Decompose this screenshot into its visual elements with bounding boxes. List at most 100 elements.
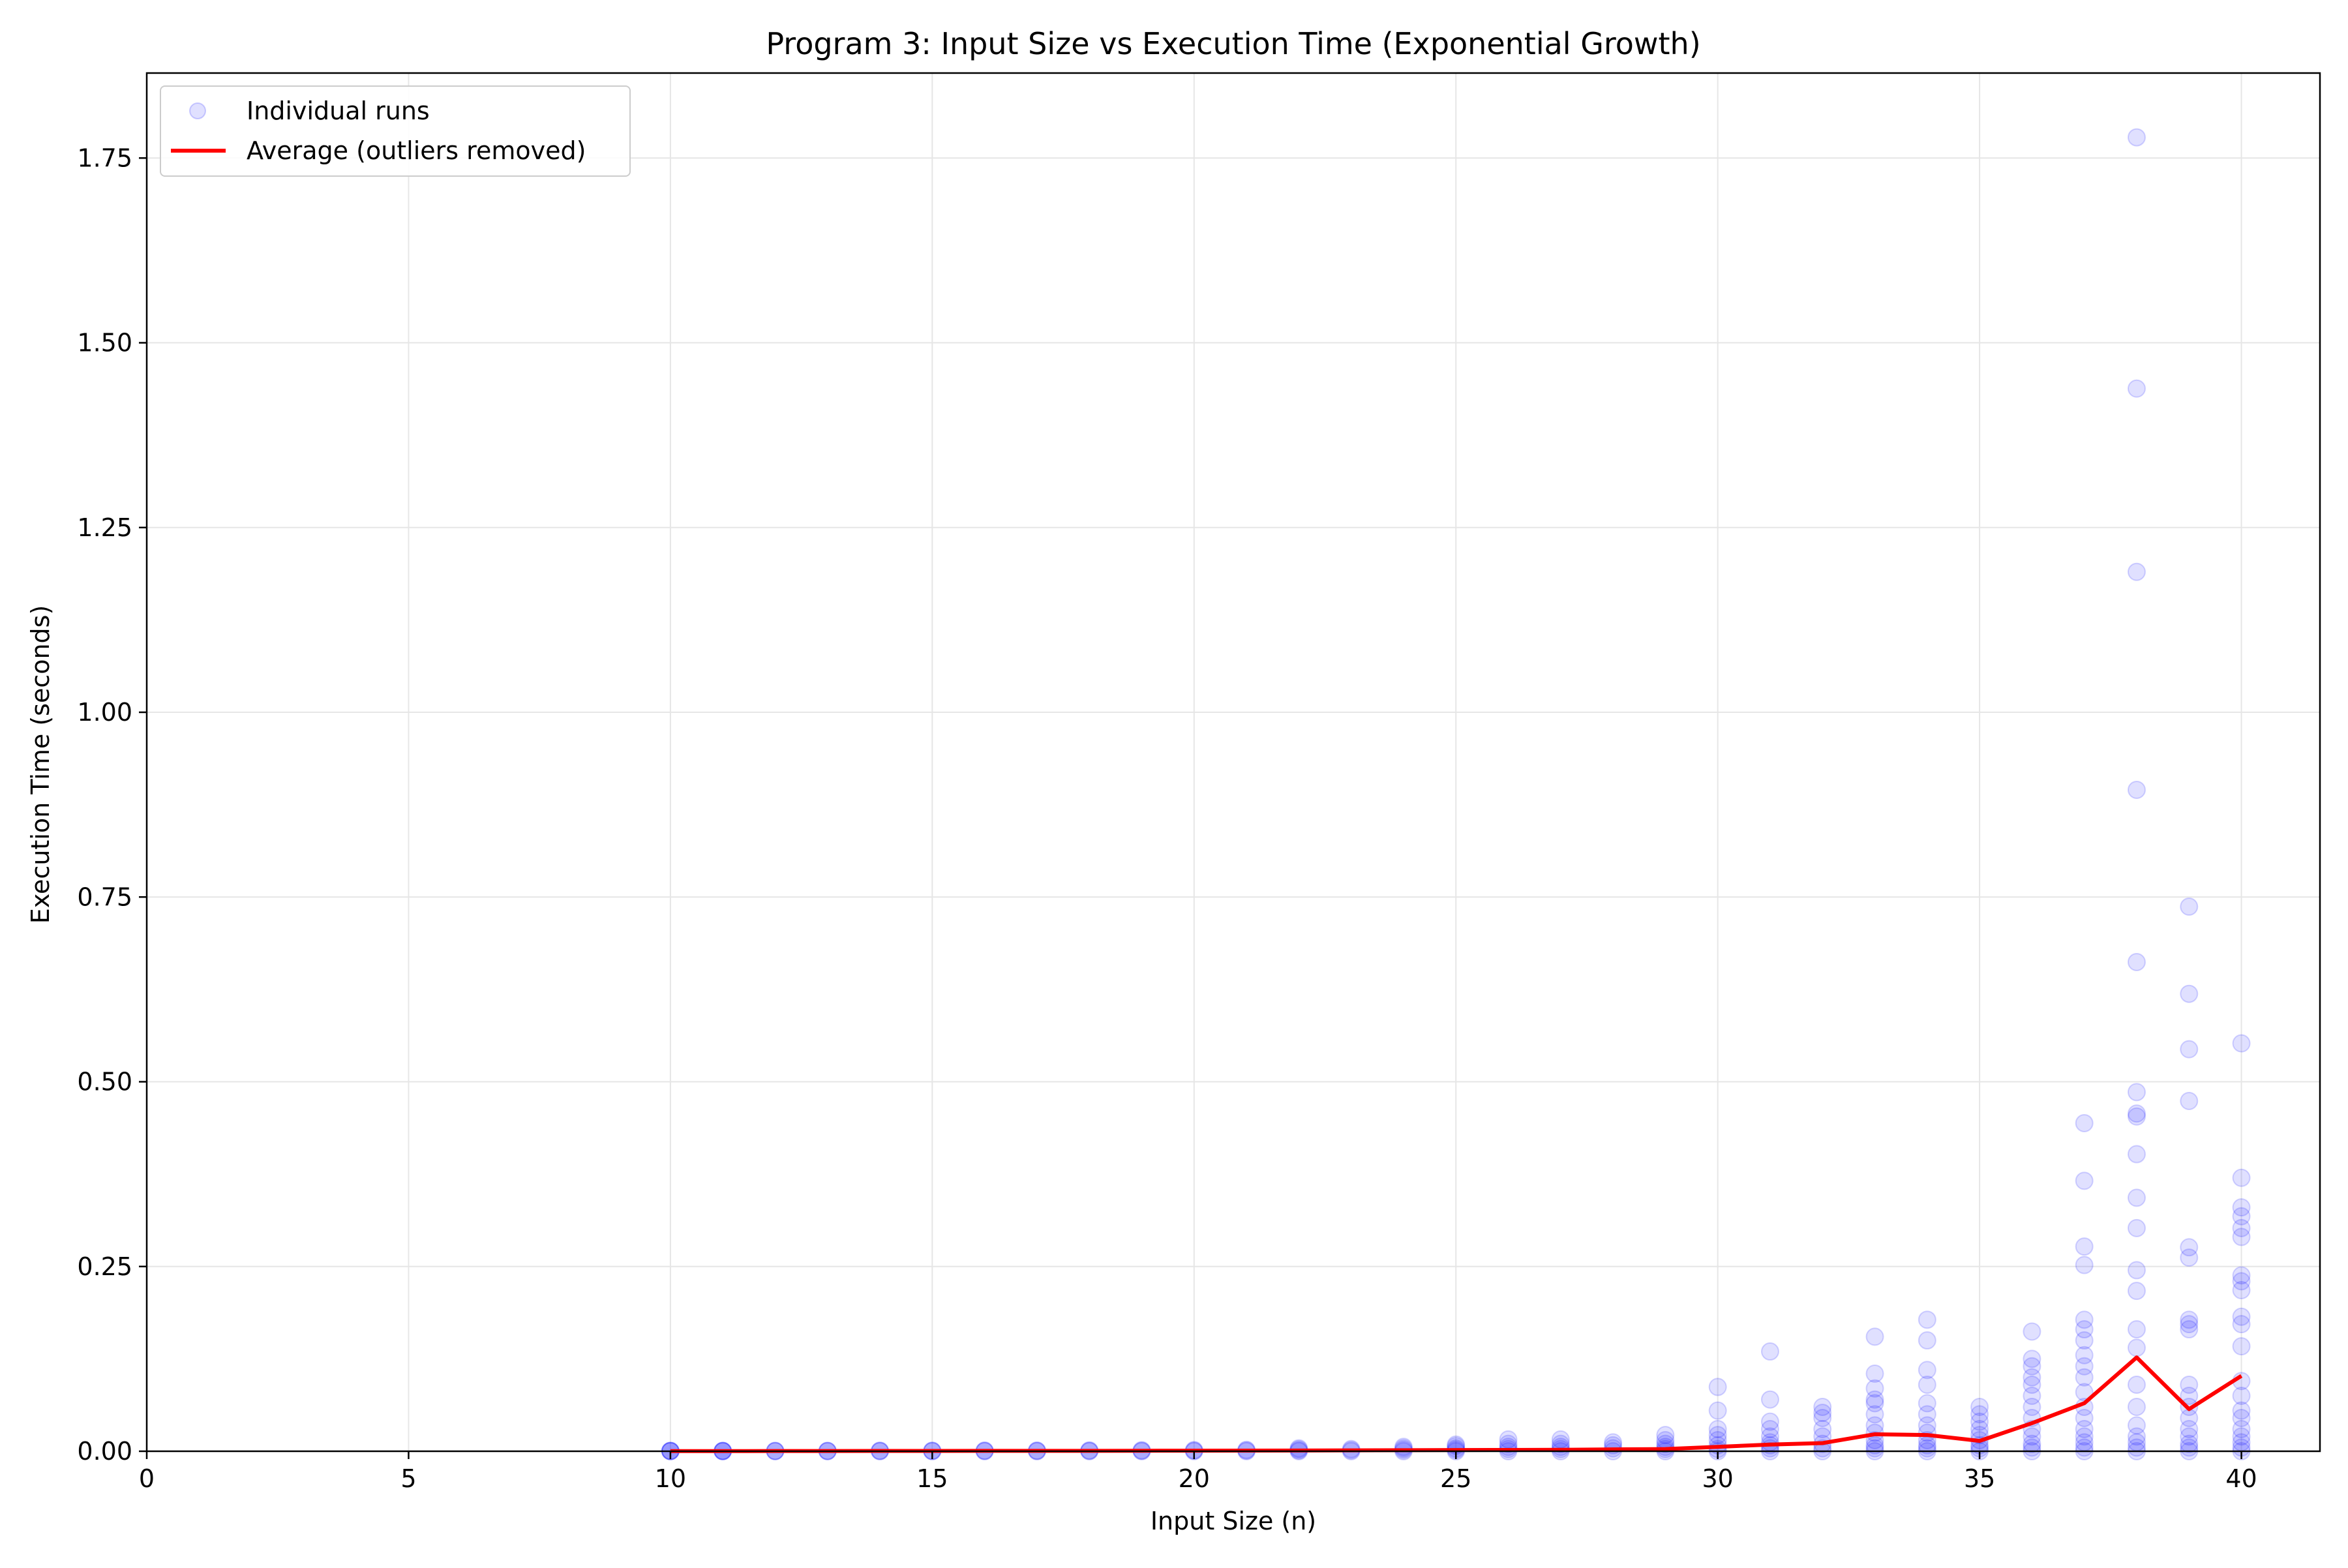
scatter-point — [2127, 1320, 2146, 1339]
scatter-point — [2075, 1383, 2094, 1402]
y-tick-label: 0.50 — [77, 1068, 132, 1096]
y-axis-label: Execution Time (seconds) — [26, 605, 55, 924]
scatter-point — [2232, 1266, 2251, 1285]
scatter-point — [1865, 1394, 1884, 1413]
scatter-point — [2232, 1198, 2251, 1217]
scatter-point — [1865, 1364, 1884, 1383]
scatter-point — [1708, 1378, 1727, 1396]
x-tick-label: 5 — [400, 1464, 416, 1493]
y-tick-label: 1.00 — [77, 698, 132, 727]
scatter-point — [1394, 1438, 1413, 1456]
scatter-point — [1656, 1426, 1675, 1445]
scatter-point — [1918, 1394, 1936, 1413]
scatter-point — [2023, 1387, 2041, 1406]
scatter-point — [2075, 1357, 2094, 1376]
scatter-point — [2023, 1398, 2041, 1417]
x-axis-label: Input Size (n) — [1151, 1507, 1316, 1535]
scatter-point — [1865, 1379, 1884, 1398]
scatter-point — [2232, 1034, 2251, 1053]
scatter-point — [1970, 1412, 1989, 1431]
scatter-point — [2232, 1281, 2251, 1300]
scatter-point — [2180, 1315, 2199, 1334]
scatter-point — [1918, 1405, 1936, 1424]
scatter-point — [2075, 1346, 2094, 1364]
scatter-point — [1865, 1390, 1884, 1409]
scatter-point — [2180, 1427, 2199, 1446]
scatter-point — [2180, 1320, 2199, 1339]
scatter-point — [2127, 1188, 2146, 1207]
scatter-point — [1813, 1398, 1832, 1417]
scatter-point — [2180, 1040, 2199, 1059]
plot-frame — [145, 72, 2321, 1453]
scatter-point — [1551, 1430, 1570, 1449]
scatter-point — [2232, 1272, 2251, 1291]
scatter-point — [2127, 1261, 2146, 1280]
scatter-point — [1499, 1430, 1518, 1449]
scatter-point — [1918, 1376, 1936, 1395]
scatter-point — [2180, 1248, 2199, 1267]
scatter-point — [2127, 1427, 2146, 1446]
scatter-point — [2075, 1420, 2094, 1439]
scatter-point — [2232, 1218, 2251, 1237]
scatter-point — [2127, 1083, 2146, 1102]
scatter-point — [2023, 1434, 2041, 1453]
y-tick-label: 1.50 — [77, 329, 132, 357]
scatter-point — [2023, 1349, 2041, 1368]
scatter-point — [2180, 1376, 2199, 1395]
scatter-point — [2127, 1376, 2146, 1395]
scatter-point — [1708, 1426, 1727, 1445]
scatter-point — [1918, 1439, 1936, 1458]
y-tick-label: 0.75 — [77, 882, 132, 911]
scatter-point — [2180, 1310, 2199, 1329]
scatter-point — [2232, 1207, 2251, 1226]
x-tick-label: 40 — [2225, 1464, 2257, 1493]
scatter-point — [1865, 1405, 1884, 1424]
scatter-point — [2127, 562, 2146, 581]
scatter-point — [2023, 1427, 2041, 1446]
legend-label-average: Average (outliers removed) — [247, 136, 586, 165]
scatter-point — [2127, 1338, 2146, 1357]
scatter-point — [1918, 1310, 1936, 1329]
grid-lines — [146, 73, 2320, 1452]
scatter-point — [1760, 1420, 1779, 1439]
scatter-point — [2075, 1427, 2094, 1446]
scatter-point — [1760, 1342, 1779, 1361]
scatter-point — [2232, 1315, 2251, 1334]
scatter-point — [2180, 1091, 2199, 1110]
scatter-point — [2075, 1256, 2094, 1274]
y-tick-label: 0.25 — [77, 1252, 132, 1281]
scatter-point — [2075, 1409, 2094, 1428]
scatter-point — [2023, 1357, 2041, 1376]
scatter-point — [2180, 897, 2199, 916]
scatter-point — [1760, 1412, 1779, 1431]
scatter-point — [2180, 1387, 2199, 1406]
scatter-point — [2075, 1171, 2094, 1190]
legend-box — [160, 85, 631, 177]
legend: Individual runs Average (outliers remove… — [160, 85, 631, 177]
scatter-point — [2127, 1218, 2146, 1237]
x-tick-label: 10 — [655, 1464, 686, 1493]
scatter-point — [2180, 1434, 2199, 1453]
scatter-point — [1970, 1398, 1989, 1417]
scatter-point — [2232, 1409, 2251, 1428]
scatter-point — [2232, 1337, 2251, 1356]
scatter-point — [1289, 1439, 1308, 1458]
chart-title: Program 3: Input Size vs Execution Time … — [766, 26, 1700, 61]
scatter-point — [2232, 1427, 2251, 1446]
scatter-point — [2075, 1310, 2094, 1329]
y-tick-label: 0.00 — [77, 1437, 132, 1466]
scatter-point — [1970, 1420, 1989, 1439]
scatter-point — [2127, 780, 2146, 799]
scatter-point — [1708, 1401, 1727, 1420]
scatter-point — [2127, 1104, 2146, 1123]
scatter-point — [2232, 1307, 2251, 1326]
scatter-point — [2127, 1398, 2146, 1417]
scatter-point — [1865, 1327, 1884, 1346]
scatter-point — [2180, 1238, 2199, 1257]
scatter-point — [2232, 1401, 2251, 1420]
scatter-point — [1813, 1409, 1832, 1428]
scatter-point — [2232, 1420, 2251, 1439]
